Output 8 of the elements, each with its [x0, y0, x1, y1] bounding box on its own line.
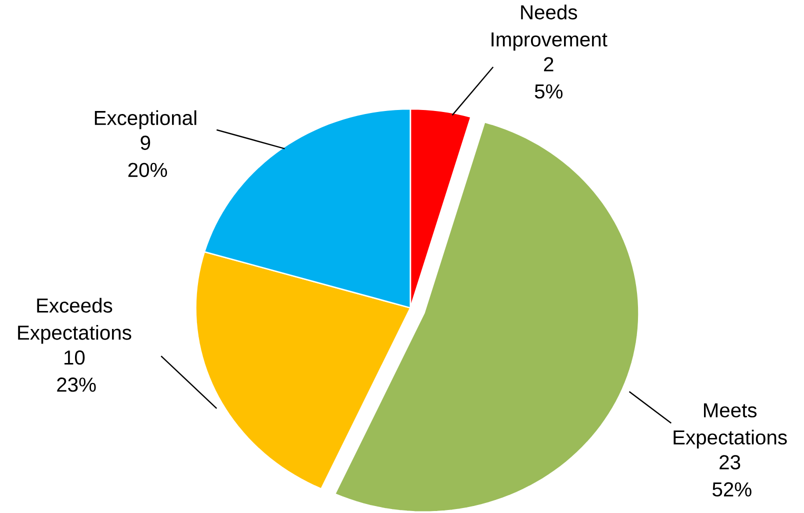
- slice-label: Meets Expectations: [674, 404, 787, 449]
- data-label: 10 23%: [57, 350, 96, 392]
- data-label: 9 20%: [128, 136, 167, 178]
- data-label: 2 5%: [534, 57, 563, 99]
- slice-label: Needs Improvement: [492, 4, 608, 51]
- data-label: 23 52%: [712, 455, 752, 497]
- slice-label: Exceptional: [94, 110, 196, 130]
- slice-label: Exceeds Expectations: [18, 298, 132, 344]
